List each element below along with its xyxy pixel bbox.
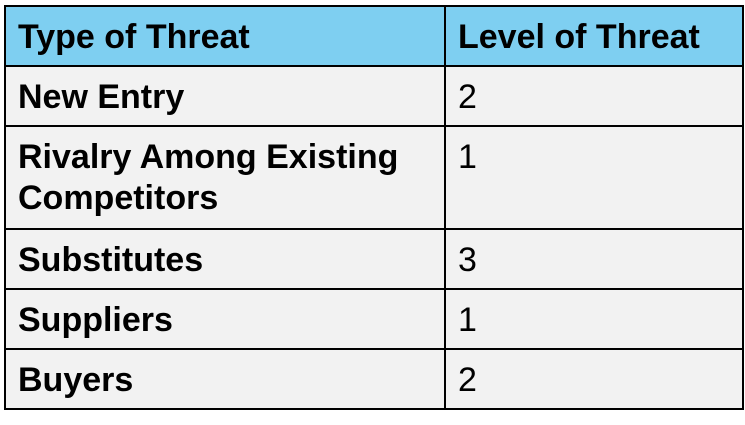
table-row: Substitutes 3 [4, 228, 744, 290]
table-row: Rivalry Among Existing Competitors 1 [4, 125, 744, 230]
threat-level-cell: 2 [444, 65, 744, 127]
table-header: Type of Threat Level of Threat [4, 5, 744, 67]
threat-level-cell: 2 [444, 348, 744, 410]
threat-type-cell: Rivalry Among Existing Competitors [4, 125, 446, 230]
header-row: Type of Threat Level of Threat [4, 5, 744, 67]
threat-type-cell: Substitutes [4, 228, 446, 290]
level-of-threat-header: Level of Threat [444, 5, 744, 67]
threat-type-cell: Buyers [4, 348, 446, 410]
table-row: Suppliers 1 [4, 288, 744, 350]
threat-level-cell: 3 [444, 228, 744, 290]
table-row: Buyers 2 [4, 348, 744, 410]
threat-level-cell: 1 [444, 125, 744, 230]
threat-level-cell: 1 [444, 288, 744, 350]
threat-type-cell: Suppliers [4, 288, 446, 350]
type-of-threat-header: Type of Threat [4, 5, 446, 67]
table-row: New Entry 2 [4, 65, 744, 127]
threat-type-cell: New Entry [4, 65, 446, 127]
threat-table: Type of Threat Level of Threat New Entry… [4, 5, 744, 410]
table-body: New Entry 2 Rivalry Among Existing Compe… [4, 65, 744, 410]
